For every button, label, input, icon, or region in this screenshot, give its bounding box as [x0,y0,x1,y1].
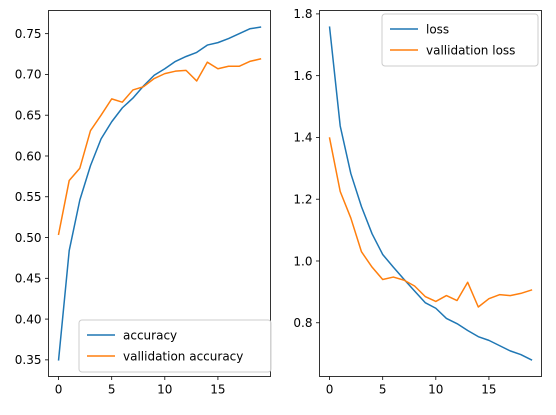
y-tick-label: 0.65 [15,109,42,123]
legend-label: vallidation loss [426,43,515,57]
legend: accuracy vallidation accuracy [78,319,272,373]
series-line-0 [57,26,262,361]
series-line-1 [57,58,262,236]
y-tick-label: 0.40 [15,312,42,326]
x-tick-label: 0 [55,383,63,397]
legend: loss vallidation loss [381,13,539,67]
loss-chart: 0 5 10 15 0.8 1.0 1.2 1.4 1.6 1.8 loss vallidation … [293,7,542,397]
y-tick-label: 0.35 [15,353,42,367]
y-tick-label: 1.2 [293,193,312,207]
x-tick-label: 0 [326,383,334,397]
y-tick-label: 0.45 [15,272,42,286]
x-tick-label: 10 [157,383,172,397]
axes-frame [319,10,542,377]
x-tick-label: 5 [108,383,116,397]
legend-label: loss [426,22,449,36]
x-tick-label: 10 [428,383,443,397]
legend-box [78,319,272,373]
series-line-1 [328,137,533,308]
y-tick-label: 0.50 [15,231,42,245]
y-tick-label: 0.75 [15,27,42,41]
axes-frame [48,10,271,377]
y-tick-label: 0.70 [15,68,42,82]
y-tick-label: 0.60 [15,149,42,163]
legend-label: accuracy [123,328,177,342]
x-tick-label: 5 [379,383,387,397]
legend-label: vallidation accuracy [123,349,243,363]
accuracy-chart: 0 5 10 15 0.35 0.40 0.45 0.50 0.55 0.60 0.65 0.70 0.… [15,10,272,397]
legend-box [381,13,539,67]
y-tick-label: 1.8 [293,7,312,21]
y-tick-label: 1.4 [293,131,312,145]
x-tick-label: 15 [481,383,496,397]
y-tick-label: 1.0 [293,254,312,268]
y-tick-label: 1.6 [293,69,312,83]
y-tick-label: 0.55 [15,190,42,204]
x-tick-label: 15 [210,383,225,397]
y-tick-label: 0.8 [293,316,312,330]
series-line-0 [328,26,533,361]
